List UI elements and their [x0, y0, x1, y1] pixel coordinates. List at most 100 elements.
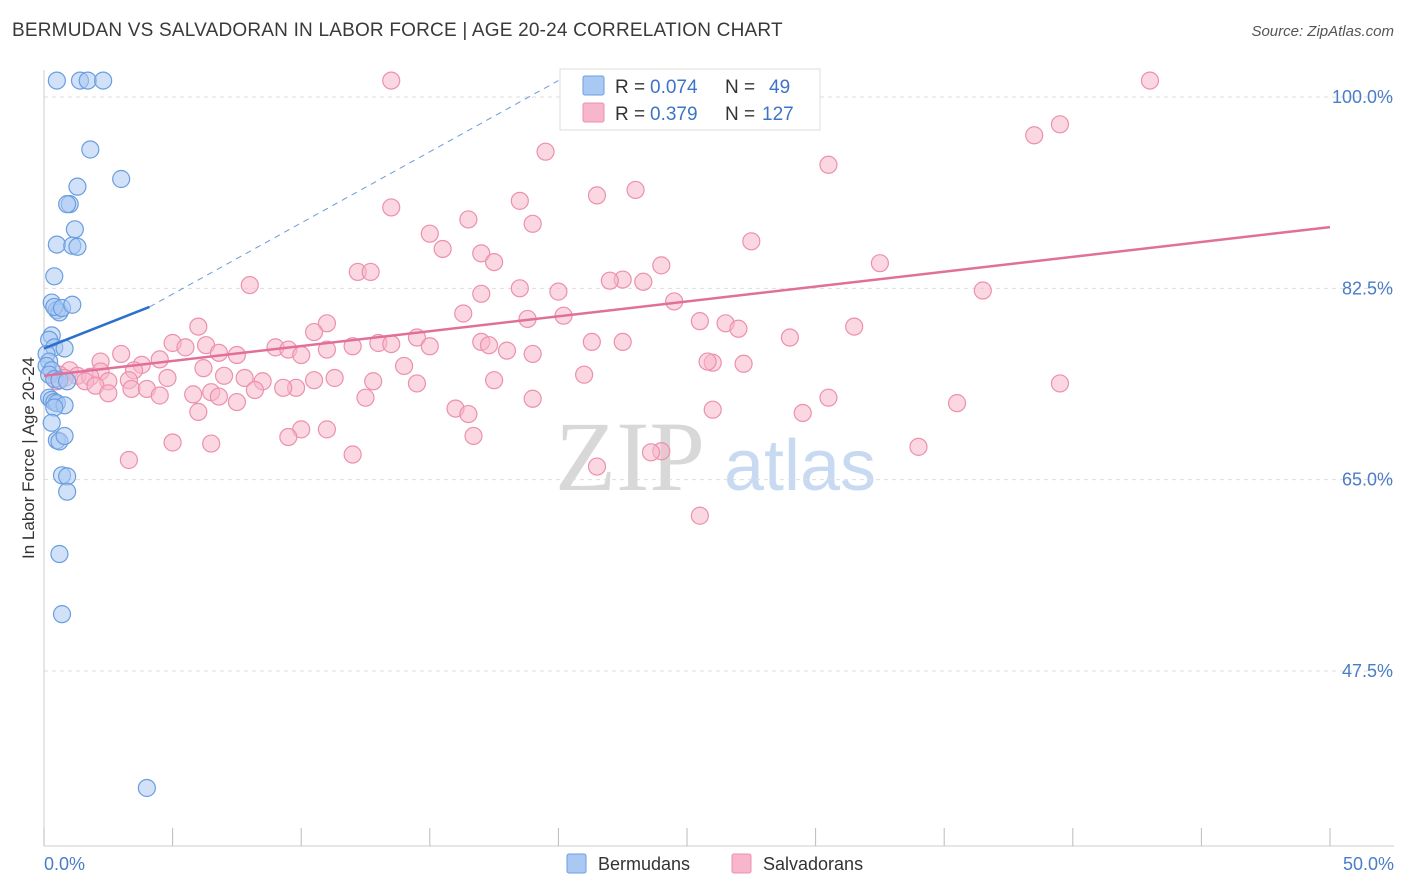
- salvadoran-point: [420, 224, 439, 243]
- salvadoran-point: [793, 403, 812, 423]
- y-tick-label: 47.5%: [1342, 661, 1393, 681]
- bermudan-point: [58, 372, 77, 391]
- bermudan-point: [68, 177, 87, 196]
- salvadoran-point: [304, 371, 324, 390]
- salvadoran-point: [202, 434, 221, 453]
- salvadoran-point: [235, 368, 254, 388]
- salvadoran-point: [394, 356, 414, 376]
- bermudan-point: [63, 295, 82, 314]
- salvadoran-point: [729, 319, 748, 338]
- salvadoran-point: [304, 322, 324, 342]
- bermudan-point: [94, 71, 113, 90]
- salvadoran-point: [485, 371, 504, 390]
- salvadoran-point: [510, 279, 529, 298]
- salvadoran-point: [343, 337, 362, 356]
- salvadoran-point: [176, 338, 195, 357]
- axes: [43, 70, 1394, 847]
- bermudan-point: [81, 140, 100, 159]
- salvadoran-point: [420, 337, 439, 356]
- salvadoran-point: [703, 400, 722, 419]
- source-label: Source: ZipAtlas.com: [1251, 23, 1394, 40]
- salvadoran-point: [122, 379, 141, 399]
- legend-n-value-2: 127: [762, 104, 794, 125]
- x-ticks: [43, 828, 1331, 846]
- salvadoran-point: [510, 191, 529, 210]
- salvadoran-point: [575, 365, 594, 384]
- salvadoran-point: [343, 445, 362, 464]
- salvadoran-point: [479, 336, 499, 355]
- salvadoran-point: [240, 275, 259, 295]
- salvadoran-point: [497, 341, 517, 360]
- legend-r-value-2: 0.379: [650, 104, 698, 125]
- salvadoran-point: [626, 180, 645, 200]
- salvadoran-point: [690, 506, 709, 525]
- salvadoran-point: [279, 427, 298, 447]
- salvadoran-point: [163, 433, 182, 452]
- legend-r-label-1: R =: [615, 77, 645, 98]
- legend-r-label-2: R =: [615, 104, 645, 125]
- bermudan-point: [78, 71, 97, 90]
- watermark-zip: ZIP: [555, 401, 705, 512]
- salvadoran-point: [819, 388, 838, 407]
- salvadoran-point: [536, 142, 555, 161]
- salvadoran-point: [459, 404, 478, 424]
- legend-n-value-1: 49: [769, 77, 790, 98]
- salvadoran-point: [245, 380, 265, 400]
- salvadoran-point: [454, 304, 473, 323]
- bottom-legend-swatch-salvadorans: [731, 853, 752, 874]
- salvadoran-point: [652, 256, 671, 275]
- salvadoran-point: [112, 344, 131, 364]
- y-tick-label: 100.0%: [1332, 87, 1393, 107]
- legend-n-label-1: N =: [725, 77, 755, 98]
- salvadoran-point: [150, 386, 169, 405]
- salvadoran-point: [407, 374, 427, 393]
- bermudan-point: [68, 237, 87, 256]
- salvadoran-point: [382, 334, 401, 354]
- bermudan-point: [58, 467, 77, 486]
- salvadoran-point: [819, 155, 838, 174]
- bermudan-point: [65, 220, 84, 239]
- bermudan-point: [50, 544, 69, 564]
- bermudan-point: [47, 71, 66, 90]
- y-tick-label: 65.0%: [1342, 470, 1393, 490]
- legend-swatch-bermudans: [582, 75, 605, 96]
- bermudan-point: [137, 778, 156, 798]
- bermudan-point: [45, 267, 64, 286]
- salvadoran-point: [523, 344, 542, 364]
- x-label-left: 0.0%: [44, 854, 85, 874]
- salvadoran-point: [523, 214, 542, 233]
- bermudan-trend-extension: [149, 80, 559, 308]
- salvadoran-point: [158, 368, 177, 388]
- salvadoran-point: [292, 345, 311, 365]
- salvadoran-point: [382, 71, 401, 90]
- salvadoran-point: [361, 262, 380, 282]
- salvadoran-point: [690, 312, 709, 331]
- salvadoran-point: [698, 352, 717, 371]
- salvadoran-point: [549, 282, 568, 301]
- bottom-legend-bermudans: Bermudans: [598, 854, 690, 874]
- salvadoran-point: [209, 343, 228, 362]
- salvadoran-point: [780, 328, 799, 347]
- salvadoran-point: [1050, 374, 1070, 393]
- salvadoran-point: [194, 359, 213, 378]
- salvadoran-point: [973, 281, 992, 300]
- salvadoran-point: [634, 272, 653, 291]
- salvadoran-point: [209, 387, 228, 406]
- y-tick-labels: 100.0% 82.5% 65.0% 47.5%: [1332, 87, 1393, 681]
- salvadoran-point: [587, 186, 607, 205]
- salvadoran-point: [1025, 126, 1044, 145]
- salvadoran-point: [184, 385, 203, 404]
- salvadoran-point: [587, 457, 607, 476]
- bermudan-points: [37, 71, 156, 798]
- bermudan-point: [112, 169, 131, 189]
- salvadoran-point: [613, 332, 632, 352]
- salvadoran-point: [150, 350, 169, 369]
- chart-title: BERMUDAN VS SALVADORAN IN LABOR FORCE | …: [12, 20, 783, 41]
- legend-box: R = 0.074 N = 49 R = 0.379 N = 127: [559, 68, 821, 131]
- bermudan-point: [52, 605, 72, 624]
- bottom-legend-swatch-bermudans: [566, 853, 587, 874]
- salvadoran-point: [1140, 71, 1160, 90]
- salvadoran-point: [325, 368, 344, 388]
- salvadoran-point: [845, 317, 864, 336]
- salvadoran-point: [364, 372, 383, 391]
